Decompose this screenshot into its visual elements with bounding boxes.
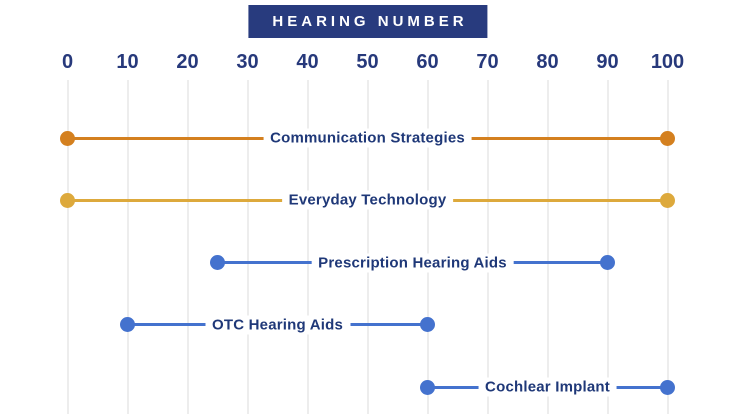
series-label: Communication Strategies bbox=[263, 128, 472, 148]
range-dot-end bbox=[660, 130, 675, 146]
range-dot-end bbox=[600, 255, 615, 270]
series-label: Everyday Technology bbox=[281, 190, 454, 210]
gridline bbox=[186, 80, 189, 414]
gridline bbox=[126, 80, 129, 414]
range-dot-end bbox=[420, 317, 435, 333]
x-tick-label: 60 bbox=[416, 51, 439, 73]
series-label: OTC Hearing Aids bbox=[205, 315, 350, 335]
gridline bbox=[666, 80, 669, 414]
range-dot-end bbox=[660, 379, 675, 395]
range-dot-start bbox=[120, 317, 135, 333]
x-tick-label: 100 bbox=[650, 51, 685, 73]
range-dot-start bbox=[420, 379, 435, 395]
x-tick-label: 80 bbox=[536, 51, 559, 73]
x-tick-label: 30 bbox=[236, 51, 259, 73]
gridline bbox=[486, 80, 489, 414]
x-tick-label: 40 bbox=[296, 51, 319, 73]
gridline bbox=[426, 80, 429, 414]
x-tick-label: 20 bbox=[176, 51, 199, 73]
range-dot-end bbox=[660, 192, 675, 208]
gridline bbox=[66, 80, 69, 414]
series-label: Cochlear Implant bbox=[478, 377, 617, 397]
gridline bbox=[246, 80, 249, 414]
range-dot-start bbox=[210, 255, 225, 270]
x-tick-label: 10 bbox=[116, 51, 139, 73]
x-tick-label: 0 bbox=[61, 51, 74, 73]
gridline bbox=[606, 80, 609, 414]
x-tick-label: 50 bbox=[356, 51, 379, 73]
range-dot-start bbox=[60, 192, 75, 208]
chart-title: HEARING NUMBER bbox=[248, 5, 488, 38]
gridline bbox=[546, 80, 549, 414]
x-tick-label: 90 bbox=[596, 51, 619, 73]
range-dot-start bbox=[60, 130, 75, 146]
gridline bbox=[366, 80, 369, 414]
gridline bbox=[306, 80, 309, 414]
series-label: Prescription Hearing Aids bbox=[311, 253, 514, 272]
x-tick-label: 70 bbox=[476, 51, 499, 73]
